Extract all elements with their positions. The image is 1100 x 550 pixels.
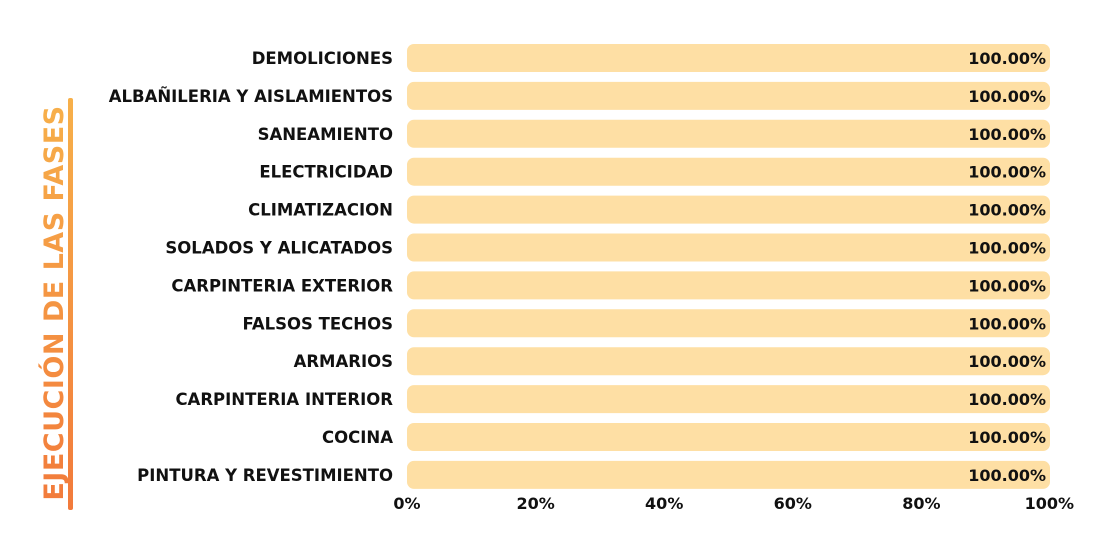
value-label-12: 100.00% bbox=[968, 466, 1046, 485]
bar-11 bbox=[407, 423, 1050, 451]
value-label-11: 100.00% bbox=[968, 428, 1046, 447]
value-label-9: 100.00% bbox=[968, 352, 1046, 371]
category-label-10: CARPINTERIA INTERIOR bbox=[175, 390, 393, 409]
bar-7 bbox=[407, 271, 1050, 300]
bar-5 bbox=[407, 195, 1050, 224]
x-tick-label-5: 80% bbox=[902, 494, 940, 513]
value-labels: 100.00% 100.00% 100.00% 100.00% 100.00% 100.0… bbox=[968, 49, 1046, 485]
value-label-10: 100.00% bbox=[968, 390, 1046, 409]
x-tick-label-2: 20% bbox=[516, 494, 554, 513]
category-label-12: PINTURA Y REVESTIMIENTO bbox=[137, 466, 393, 485]
value-label-5: 100.00% bbox=[968, 201, 1046, 220]
bar-2 bbox=[407, 81, 1050, 110]
bar-4 bbox=[407, 157, 1050, 186]
bar-1 bbox=[407, 44, 1050, 72]
x-tick-label-4: 60% bbox=[774, 494, 812, 513]
x-tick-label-3: 40% bbox=[645, 494, 683, 513]
x-tick-label-1: 0% bbox=[393, 494, 420, 513]
bar-9 bbox=[407, 347, 1050, 376]
value-label-7: 100.00% bbox=[968, 276, 1046, 295]
category-label-8: FALSOS TECHOS bbox=[242, 314, 393, 333]
value-label-4: 100.00% bbox=[968, 163, 1046, 182]
category-label-3: SANEAMIENTO bbox=[258, 125, 393, 144]
bar-8 bbox=[407, 309, 1050, 338]
category-label-2: ALBAÑILERIA Y AISLAMIENTOS bbox=[109, 87, 393, 106]
value-label-8: 100.00% bbox=[968, 314, 1046, 333]
bar-10 bbox=[407, 385, 1050, 414]
value-label-6: 100.00% bbox=[968, 239, 1046, 258]
x-tick-label-6: 100% bbox=[1025, 494, 1074, 513]
category-label-11: COCINA bbox=[322, 428, 393, 447]
side-accent-bar bbox=[68, 98, 73, 510]
value-label-1: 100.00% bbox=[968, 49, 1046, 68]
bar-3 bbox=[407, 119, 1050, 148]
category-label-1: DEMOLICIONES bbox=[252, 49, 393, 68]
category-label-6: SOLADOS Y ALICATADOS bbox=[165, 239, 393, 258]
x-axis-ticks: 0% 20% 40% 60% 80% 100% bbox=[393, 494, 1074, 513]
category-labels: DEMOLICIONES ALBAÑILERIA Y AISLAMIENTOS SA… bbox=[109, 49, 394, 485]
category-label-9: ARMARIOS bbox=[294, 352, 393, 371]
bar-6 bbox=[407, 233, 1050, 262]
value-label-2: 100.00% bbox=[968, 87, 1046, 106]
bar-12 bbox=[407, 460, 1050, 489]
value-label-3: 100.00% bbox=[968, 125, 1046, 144]
category-label-5: CLIMATIZACION bbox=[248, 201, 393, 220]
category-label-7: CARPINTERIA EXTERIOR bbox=[171, 276, 393, 295]
bars-layer bbox=[407, 44, 1050, 489]
category-label-4: ELECTRICIDAD bbox=[259, 163, 393, 182]
